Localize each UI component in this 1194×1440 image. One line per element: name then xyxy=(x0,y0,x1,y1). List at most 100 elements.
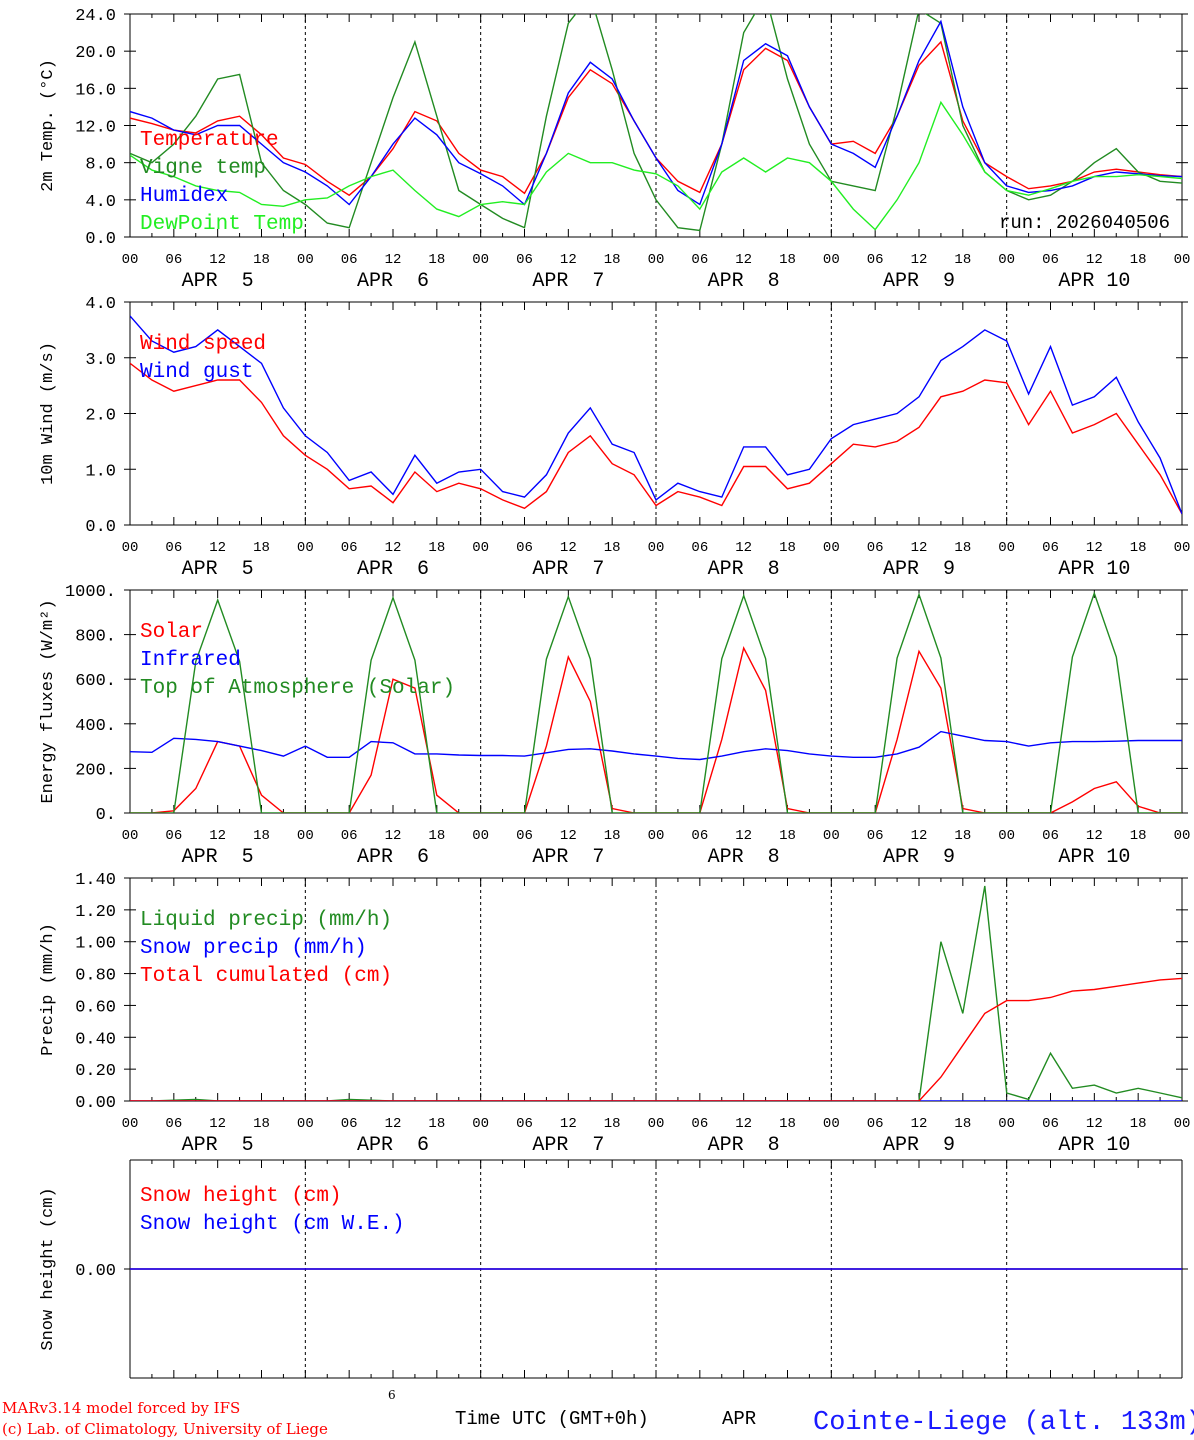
series-line-liquid-precip-mm-h xyxy=(130,885,1182,1101)
y-tick-label: 1000. xyxy=(65,583,116,602)
day-label: APR 5 xyxy=(182,846,254,869)
legend-entry: Humidex xyxy=(140,185,228,208)
day-label: APR 9 xyxy=(883,270,955,293)
run-label: run: 2026040506 xyxy=(999,212,1170,234)
x-tick-label: 06 xyxy=(1042,828,1059,844)
y-tick-label: 4.0 xyxy=(85,295,116,314)
x-tick-label: 00 xyxy=(648,828,665,844)
panel-1: 0.0 4.0 8.0 12.0 16.0 20.0 24.0 2m Temp. (°C) 00… xyxy=(39,7,1190,293)
x-tick-label: 00 xyxy=(472,1116,489,1132)
y-axis-label: Snow height (cm) xyxy=(39,1187,58,1350)
x-tick-label: 00 xyxy=(297,252,314,268)
y-tick-label: 0.00 xyxy=(75,1094,116,1113)
x-tick-label: 00 xyxy=(472,252,489,268)
x-tick-label: 06 xyxy=(165,252,182,268)
legend-entry: Liquid precip (mm/h) xyxy=(140,909,392,932)
x-tick-label: 00 xyxy=(823,252,840,268)
x-tick-label: 06 xyxy=(1042,252,1059,268)
series-line-dewpoint-temp xyxy=(130,100,1182,231)
day-label: APR 10 xyxy=(1058,558,1130,581)
day-label: APR 6 xyxy=(357,846,429,869)
x-tick-label: 12 xyxy=(560,828,577,844)
x-tick-label: 12 xyxy=(1086,828,1103,844)
day-label: APR 8 xyxy=(708,270,780,293)
y-axis-label: Precip (mm/h) xyxy=(39,923,58,1056)
y-tick-label: 0. xyxy=(96,806,116,825)
x-tick-label: 12 xyxy=(911,540,928,556)
day-label: APR 9 xyxy=(883,1134,955,1157)
legend-entry: Top of Atmosphere (Solar) xyxy=(140,677,455,700)
legend-entry: Total cumulated (cm) xyxy=(140,965,392,988)
day-label: APR 5 xyxy=(182,1134,254,1157)
x-tick-label: 18 xyxy=(253,1116,270,1132)
x-tick-label: 12 xyxy=(560,540,577,556)
x-tick-label: 12 xyxy=(209,828,226,844)
legend-entry: DewPoint Temp xyxy=(140,213,304,236)
x-tick-label: 18 xyxy=(253,540,270,556)
x-tick-label: 06 xyxy=(341,1116,358,1132)
day-label: APR 10 xyxy=(1058,270,1130,293)
x-tick-label: 18 xyxy=(1130,1116,1147,1132)
x-tick-label: 12 xyxy=(385,828,402,844)
day-label: APR 7 xyxy=(532,558,604,581)
day-label: APR 9 xyxy=(883,558,955,581)
x-tick-label: 12 xyxy=(209,540,226,556)
x-tick-label: 06 xyxy=(516,828,533,844)
y-tick-label: 600. xyxy=(75,672,116,691)
x-tick-label: 06 xyxy=(691,252,708,268)
x-tick-label: 06 xyxy=(691,828,708,844)
y-tick-label: 0.00 xyxy=(75,1262,116,1281)
x-tick-label: 18 xyxy=(779,540,796,556)
y-tick-label: 12.0 xyxy=(75,119,116,138)
y-tick-label: 1.40 xyxy=(75,871,116,890)
x-tick-label: 18 xyxy=(428,252,445,268)
day-label: APR 7 xyxy=(532,846,604,869)
x-tick-label: 00 xyxy=(122,828,139,844)
y-tick-label: 1.20 xyxy=(75,903,116,922)
x-tick-label: 06 xyxy=(165,828,182,844)
y-tick-label: 3.0 xyxy=(85,351,116,370)
footer-model: MARv3.14 model forced by IFS xyxy=(2,1399,240,1417)
y-tick-label: 4.0 xyxy=(85,193,116,212)
x-tick-label: 00 xyxy=(648,540,665,556)
x-tick-label: 12 xyxy=(735,828,752,844)
x-tick-label: 06 xyxy=(341,540,358,556)
x-tick-label: 00 xyxy=(823,540,840,556)
y-tick-label: 1.00 xyxy=(75,935,116,954)
x-tick-label: 18 xyxy=(779,828,796,844)
x-tick-label: 00 xyxy=(1174,828,1191,844)
x-tick-label: 00 xyxy=(122,1116,139,1132)
x-tick-label: 00 xyxy=(297,1116,314,1132)
day-label: APR 5 xyxy=(182,558,254,581)
x-tick-label: 00 xyxy=(1174,540,1191,556)
x-tick-label: 18 xyxy=(604,828,621,844)
y-axis-label: 2m Temp. (°C) xyxy=(39,59,58,192)
x-tick-label: 12 xyxy=(385,252,402,268)
panel-2: 0.0 1.0 2.0 3.0 4.0 10m Wind (m/s) 00 06 12 18 00 0… xyxy=(39,295,1190,581)
x-tick-label: 18 xyxy=(779,252,796,268)
y-tick-label: 0.40 xyxy=(75,1030,116,1049)
series-line-wind-gust xyxy=(130,315,1182,515)
day-label: APR 6 xyxy=(357,1134,429,1157)
legend-entry: Snow precip (mm/h) xyxy=(140,937,367,960)
x-tick-label: 06 xyxy=(165,540,182,556)
y-axis-label: 10m Wind (m/s) xyxy=(39,342,58,485)
x-tick-label: 06 xyxy=(516,540,533,556)
x-tick-label: 18 xyxy=(428,1116,445,1132)
x-tick-label: 00 xyxy=(648,252,665,268)
x-tick-label: 06 xyxy=(516,1116,533,1132)
x-tick-label: 00 xyxy=(998,540,1015,556)
x-tick-label: 18 xyxy=(604,540,621,556)
panel-3: 0. 200. 400. 600. 800. 1000. Energy fluxes (W/… xyxy=(39,583,1190,869)
day-label: APR 10 xyxy=(1058,846,1130,869)
x-tick-label: 12 xyxy=(1086,540,1103,556)
y-axis-label: Energy fluxes (W/m²) xyxy=(39,599,58,803)
series-line-total-cumulated-cm xyxy=(130,977,1182,1101)
x-tick-label: 06 xyxy=(341,828,358,844)
legend-entry: Snow height (cm W.E.) xyxy=(140,1213,405,1236)
x-tick-label: 18 xyxy=(1130,252,1147,268)
legend-entry: Vigne temp xyxy=(140,157,266,180)
y-tick-label: 0.0 xyxy=(85,230,116,249)
x-tick-label: 00 xyxy=(472,828,489,844)
